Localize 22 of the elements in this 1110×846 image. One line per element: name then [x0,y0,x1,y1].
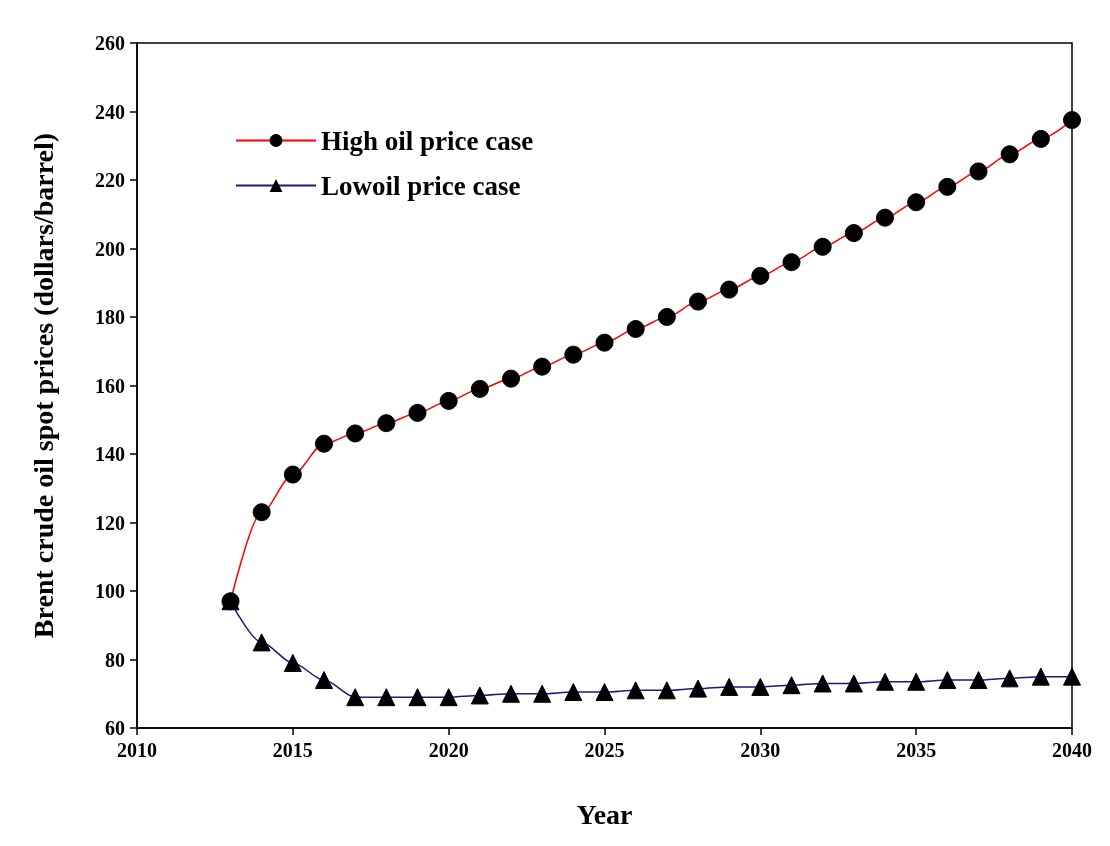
x-tick-label: 2020 [428,739,469,761]
x-tick-label: 2010 [117,739,157,761]
y-tick-label: 120 [95,511,125,534]
y-tick-label: 260 [95,32,125,54]
x-tick-label: 2040 [1052,739,1092,761]
legend-label: Lowoil price case [321,170,521,201]
y-tick-label: 240 [95,100,125,123]
y-tick-label: 140 [95,443,125,465]
x-tick-label: 2035 [896,739,937,761]
x-tick-label: 2025 [584,739,625,761]
y-tick-label: 60 [105,717,125,739]
y-tick-label: 180 [95,306,125,328]
y-tick-label: 200 [95,237,125,260]
y-tick-label: 80 [105,648,125,671]
x-axis-title: Year [576,798,633,830]
x-tick-label: 2015 [272,739,313,761]
x-tick-label: 2030 [740,739,781,761]
legend-label: High oil price case [321,125,534,156]
y-tick-label: 220 [95,169,125,191]
y-axis-title: Brent crude oil spot prices (dollars/barrel) [27,132,59,639]
y-tick-label: 100 [95,580,125,602]
y-tick-label: 160 [95,374,125,397]
